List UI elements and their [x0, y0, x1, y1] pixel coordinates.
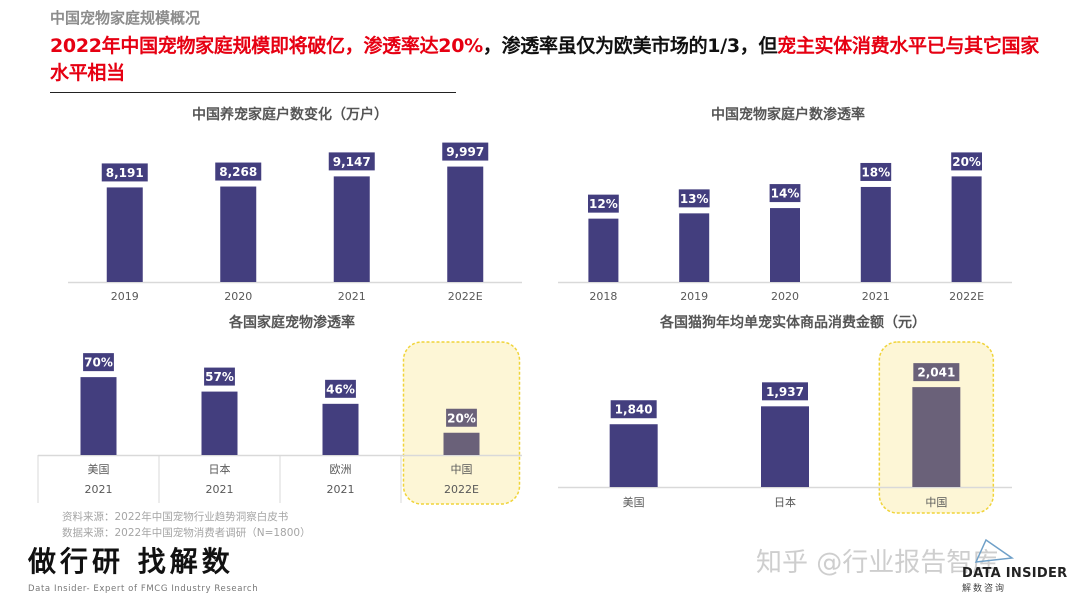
data-label: 46%: [326, 382, 355, 396]
sub-category-label: 2021: [206, 483, 234, 496]
bar-2019: [679, 213, 710, 282]
category-label: 2019: [111, 290, 139, 303]
bar-日本: [761, 406, 809, 487]
bar-2020: [220, 186, 257, 282]
bar-中国: [443, 432, 480, 455]
data-label: 2,041: [917, 366, 955, 380]
category-label: 2021: [338, 290, 366, 303]
data-label: 12%: [589, 197, 618, 211]
bar-美国: [609, 424, 658, 487]
bar-2021: [333, 176, 370, 282]
data-label: 57%: [205, 370, 234, 384]
penetration-cn-chart: 中国宠物家庭户数渗透率 12% 2018 13% 2019 14% 2020 18% 2021…: [550, 100, 1020, 310]
logo-subtitle: 解数咨询: [962, 584, 1007, 594]
data-label: 20%: [447, 411, 476, 425]
category-label: 2021: [862, 290, 890, 303]
logo-triangle-icon: [974, 538, 1015, 563]
brand-logo: DATA INSIDER 解数咨询: [962, 566, 1068, 595]
data-label-box: [678, 189, 710, 208]
headline-part-1: 2022年中国宠物家庭规模即将破亿，渗透率达20%: [50, 35, 483, 57]
sub-category-label: 2021: [327, 483, 355, 496]
bar-2022E: [447, 166, 484, 282]
category-label: 2022E: [949, 290, 984, 303]
chart-title: 中国宠物家庭户数渗透率: [711, 107, 865, 123]
bar-2018: [588, 218, 619, 282]
data-label: 14%: [771, 187, 800, 201]
data-label: 70%: [84, 356, 113, 370]
data-label-box: [860, 162, 892, 181]
bar-欧洲: [322, 403, 359, 455]
bar-2021: [860, 186, 891, 282]
slogan-subtitle: Data Insider- Expert of FMCG Industry Re…: [28, 584, 259, 594]
category-label: 日本: [774, 495, 796, 509]
chart-title: 中国养宠家庭户数变化（万户）: [192, 107, 388, 123]
category-label: 美国: [623, 496, 645, 509]
penetration-countries-chart: 各国家庭宠物渗透率 70% 美国 2021 57% 日本 2021 46% 欧洲 2021 20%…: [30, 310, 530, 510]
penetration-cn-chart-svg: 12% 2018 13% 2019 14% 2020 18% 2021 20% 2022E: [558, 152, 1012, 303]
category-label: 中国: [925, 496, 947, 509]
data-label: 1,840: [615, 403, 653, 417]
headline-part-3: 宠主实体消费水平已与其它国家水平相当: [50, 35, 1039, 84]
data-label-box: [442, 142, 489, 161]
data-label: 9,997: [446, 145, 484, 159]
category-label: 欧洲: [330, 463, 352, 476]
watermark: 知乎 @行业报告智库: [756, 548, 999, 578]
category-label: 日本: [209, 462, 231, 476]
data-label: 18%: [861, 165, 890, 179]
category-label: 美国: [88, 463, 110, 476]
source-line-2: 数据来源：2022年中国宠物消费者调研（N=1800）: [62, 527, 311, 539]
chart-title: 各国家庭宠物渗透率: [229, 315, 355, 331]
data-label-box: [588, 194, 619, 213]
sub-category-label: 2022E: [444, 483, 479, 496]
data-label: 8,268: [219, 165, 257, 179]
data-label: 13%: [680, 192, 709, 206]
data-label-box: [328, 152, 375, 171]
category-label: 中国: [451, 463, 473, 476]
bar-中国: [912, 387, 961, 487]
data-label-box: [610, 400, 657, 419]
spending-chart-svg: 1,840 美国 1,937 日本 2,041 中国: [558, 341, 1012, 514]
headline-divider: [50, 92, 456, 93]
data-label: 9,147: [333, 155, 371, 169]
category-label: 2020: [771, 290, 799, 303]
headline-part-2: ，渗透率虽仅为欧美市场的1/3，但: [482, 35, 778, 57]
data-label: 8,191: [106, 166, 144, 180]
category-label: 2022E: [448, 290, 483, 303]
slogan: 做行研 找解数: [28, 545, 234, 578]
spending-chart: 各国猫狗年均单宠实体商品消费金额（元） 1,840 美国 1,937 日本 2,041 中…: [550, 310, 1020, 520]
bar-日本: [201, 391, 238, 455]
category-label: 2018: [589, 290, 617, 303]
data-label: 1,937: [766, 385, 804, 399]
bar-2019: [106, 187, 143, 282]
data-label-box: [913, 363, 960, 382]
section-kicker: 中国宠物家庭规模概况: [50, 9, 201, 27]
data-label-box: [215, 162, 262, 181]
data-label-box: [762, 382, 808, 401]
data-label-box: [325, 379, 356, 398]
data-label-box: [83, 353, 114, 372]
chart-title: 各国猫狗年均单宠实体商品消费金额（元）: [660, 315, 926, 331]
data-label: 20%: [952, 155, 981, 169]
penetration-countries-chart-svg: 70% 美国 2021 57% 日本 2021 46% 欧洲 2021 20% 中国 2022E: [37, 341, 522, 505]
source-line-1: 资料来源：2022年中国宠物行业趋势洞察白皮书: [62, 511, 289, 523]
data-label-box: [446, 408, 477, 427]
households-chart-svg: 8,191 2019 8,268 2020 9,147 2021 9,997 2022E: [68, 142, 522, 303]
category-label: 2020: [224, 290, 252, 303]
sub-category-label: 2021: [85, 483, 113, 496]
data-label-box: [101, 163, 148, 182]
bar-2020: [770, 208, 800, 282]
data-label-box: [204, 367, 235, 386]
bar-美国: [80, 377, 117, 455]
category-label: 2019: [680, 290, 708, 303]
logo-name: DATA INSIDER: [962, 566, 1068, 581]
bar-2022E: [951, 176, 982, 282]
data-label-box: [769, 184, 801, 203]
households-chart: 中国养宠家庭户数变化（万户） 8,191 2019 8,268 2020 9,147 20…: [60, 100, 530, 310]
headline: 2022年中国宠物家庭规模即将破亿，渗透率达20%，渗透率虽仅为欧美市场的1/3…: [50, 33, 1040, 87]
data-label-box: [951, 152, 982, 171]
